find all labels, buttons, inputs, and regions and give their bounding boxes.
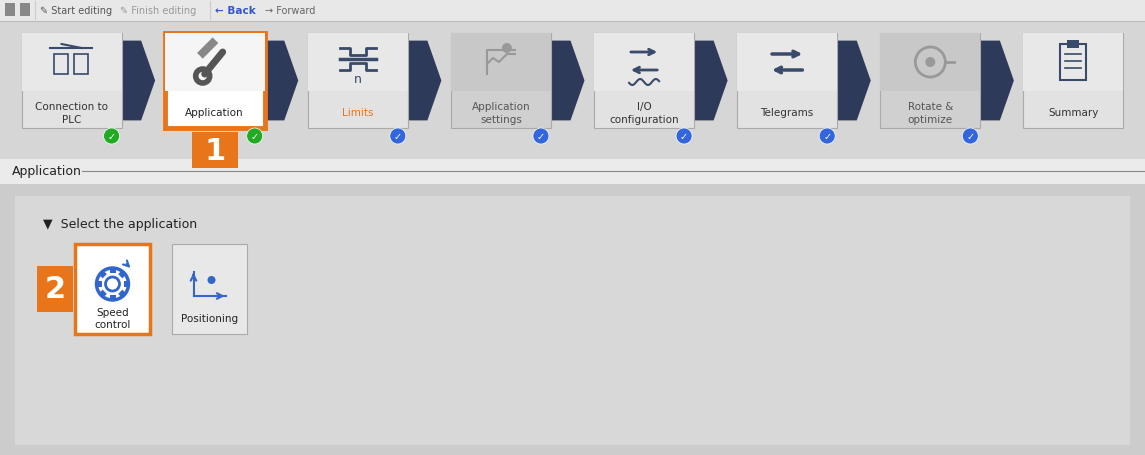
Bar [197, 38, 219, 60]
Bar [191, 133, 238, 169]
Text: ✎ Finish editing: ✎ Finish editing [120, 6, 196, 16]
Bar [98, 270, 106, 279]
Text: Application: Application [185, 108, 244, 118]
Text: ✓: ✓ [823, 131, 831, 142]
Bar [308, 34, 408, 92]
Bar [1067, 41, 1080, 49]
Bar [124, 281, 129, 288]
Text: Positioning: Positioning [181, 313, 238, 324]
FancyBboxPatch shape [451, 34, 551, 129]
Text: 1: 1 [204, 136, 226, 165]
Bar [0, 160, 1145, 185]
Text: Rotate &
optimize: Rotate & optimize [908, 102, 953, 124]
Bar [594, 34, 694, 92]
Polygon shape [829, 41, 870, 121]
Bar [15, 197, 1130, 445]
Circle shape [532, 129, 548, 145]
Bar [737, 34, 837, 92]
Bar [110, 295, 116, 301]
Bar [0, 22, 1145, 160]
Circle shape [103, 129, 119, 145]
Text: Application
settings: Application settings [472, 102, 530, 124]
Bar [76, 244, 150, 334]
Bar [73, 55, 87, 75]
Circle shape [502, 44, 512, 54]
Text: Telegrams: Telegrams [760, 108, 814, 118]
Polygon shape [543, 41, 584, 121]
FancyBboxPatch shape [881, 34, 980, 129]
Circle shape [819, 129, 835, 145]
FancyBboxPatch shape [165, 34, 264, 129]
Bar [118, 290, 127, 298]
Text: n: n [354, 72, 362, 86]
Circle shape [925, 58, 935, 68]
Polygon shape [400, 41, 441, 121]
Bar [881, 34, 980, 92]
Polygon shape [113, 41, 155, 121]
Text: ✓: ✓ [680, 131, 688, 142]
Bar [118, 270, 127, 279]
FancyBboxPatch shape [594, 34, 694, 129]
Bar [95, 281, 102, 288]
Bar [19, 4, 30, 17]
Text: Application: Application [11, 165, 82, 178]
Text: ← Back: ← Back [215, 6, 255, 16]
Circle shape [207, 276, 215, 284]
Text: Limits: Limits [342, 108, 373, 118]
Text: ✓: ✓ [394, 131, 402, 142]
Bar [22, 34, 121, 92]
Bar [54, 55, 68, 75]
FancyBboxPatch shape [22, 34, 121, 129]
Text: ✓: ✓ [537, 131, 545, 142]
Polygon shape [972, 41, 1013, 121]
Bar [172, 244, 247, 334]
FancyBboxPatch shape [1024, 34, 1123, 129]
Bar [98, 290, 106, 298]
Bar [37, 267, 73, 312]
Bar [0, 0, 1145, 22]
Bar [451, 34, 551, 92]
Circle shape [676, 129, 692, 145]
Text: Connection to
PLC: Connection to PLC [35, 102, 108, 124]
Bar [5, 4, 15, 17]
Text: I/O
configuration: I/O configuration [609, 102, 679, 124]
Text: Speed
control: Speed control [94, 307, 131, 329]
Text: ✓: ✓ [966, 131, 974, 142]
Polygon shape [686, 41, 727, 121]
Text: Summary: Summary [1049, 108, 1098, 118]
FancyBboxPatch shape [737, 34, 837, 129]
Circle shape [246, 129, 262, 145]
Text: 2: 2 [45, 275, 65, 304]
Polygon shape [256, 41, 298, 121]
Bar [165, 34, 264, 92]
Circle shape [962, 129, 978, 145]
Text: → Forward: → Forward [264, 6, 315, 16]
Bar [0, 185, 1145, 455]
Circle shape [389, 129, 405, 145]
Text: ✎ Start editing: ✎ Start editing [40, 6, 112, 16]
Text: ✓: ✓ [251, 131, 259, 142]
Bar [1024, 34, 1123, 92]
Bar [110, 268, 116, 273]
Text: ✓: ✓ [108, 131, 116, 142]
Text: ▼  Select the application: ▼ Select the application [44, 218, 197, 231]
FancyBboxPatch shape [308, 34, 408, 129]
